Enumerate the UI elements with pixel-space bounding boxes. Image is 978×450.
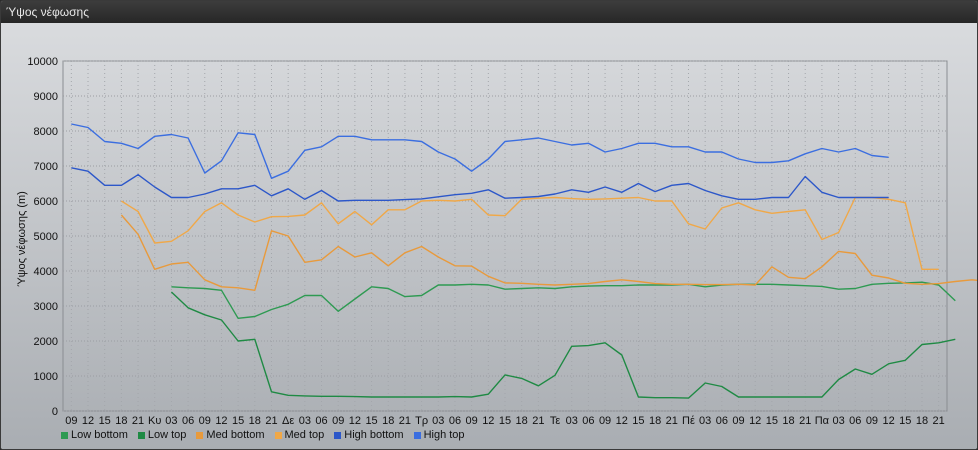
x-tick-label: 09 — [332, 415, 344, 427]
x-tick-label: 12 — [82, 415, 94, 427]
legend-swatch — [196, 431, 204, 439]
x-tick-label: 06 — [315, 415, 327, 427]
y-tick-label: 0 — [52, 406, 58, 418]
x-tick-label: 06 — [449, 415, 461, 427]
x-tick-label: 15 — [365, 415, 377, 427]
x-tick-label: 03 — [699, 415, 711, 427]
x-tick-label: 21 — [666, 415, 678, 427]
legend-swatch — [413, 431, 421, 439]
x-tick-label: Τρ — [415, 415, 428, 427]
x-tick-label: 09 — [599, 415, 611, 427]
x-tick-label: 06 — [716, 415, 728, 427]
legend-label: Low top — [147, 429, 187, 441]
series-line-low-top — [170, 291, 956, 399]
window-title: Ύψος νέφωσης — [1, 1, 977, 23]
legend-item[interactable]: Low bottom — [61, 427, 128, 443]
legend-label: High bottom — [344, 429, 404, 441]
x-tick-label: Πέ — [682, 415, 695, 427]
x-tick-label: 15 — [232, 415, 244, 427]
x-tick-label: Κυ — [148, 415, 161, 427]
x-tick-label: 21 — [399, 415, 411, 427]
y-tick-label: 7000 — [34, 161, 58, 173]
x-tick-label: 15 — [632, 415, 644, 427]
y-tick-labels: 0 1000 2000 3000 4000 5000 6000 7000 8000 9000 100… — [27, 56, 58, 418]
x-tick-label: 12 — [215, 415, 227, 427]
x-tick-label: 12 — [882, 415, 894, 427]
legend-item[interactable]: Med top — [274, 427, 325, 443]
series-line-high-top — [71, 123, 889, 180]
legend-label: High top — [423, 429, 465, 441]
x-tick-label: 06 — [849, 415, 861, 427]
x-tick-label: 18 — [649, 415, 661, 427]
x-tick-label: 03 — [432, 415, 444, 427]
x-tick-label: 03 — [832, 415, 844, 427]
y-tick-label: 5000 — [34, 231, 58, 243]
legend-swatch — [61, 431, 68, 439]
legend-item[interactable]: High top — [413, 427, 465, 443]
y-tick-label: 9000 — [34, 91, 58, 103]
x-tick-label: 21 — [265, 415, 277, 427]
x-tick-label: Τε — [550, 415, 561, 427]
x-tick-label: 03 — [299, 415, 311, 427]
x-tick-label: Δε — [282, 415, 294, 427]
x-tick-label: 18 — [249, 415, 261, 427]
x-tick-label: 12 — [616, 415, 628, 427]
legend-item[interactable]: Med bottom — [196, 427, 265, 443]
x-tick-label: 21 — [799, 415, 811, 427]
y-tick-label: 1000 — [34, 371, 58, 383]
legend-swatch — [137, 431, 145, 439]
x-tick-label: 12 — [482, 415, 494, 427]
x-tick-label: 06 — [182, 415, 194, 427]
legend-swatch — [274, 431, 282, 439]
x-tick-label: 09 — [466, 415, 478, 427]
x-tick-label: 21 — [532, 415, 544, 427]
x-tick-label: 21 — [933, 415, 945, 427]
x-tick-label: 12 — [749, 415, 761, 427]
y-tick-label: 8000 — [34, 126, 58, 138]
x-tick-label: 15 — [766, 415, 778, 427]
x-tick-label: 18 — [782, 415, 794, 427]
x-tick-label: 06 — [582, 415, 594, 427]
legend-item[interactable]: High bottom — [334, 427, 404, 443]
y-tick-label: 2000 — [34, 336, 58, 348]
series-line-med-top — [121, 196, 939, 270]
x-tick-label: 09 — [866, 415, 878, 427]
legend-item[interactable]: Low top — [137, 427, 187, 443]
x-tick-label: 15 — [499, 415, 511, 427]
x-tick-label: 03 — [165, 415, 177, 427]
legend-label: Low bottom — [71, 429, 128, 441]
x-tick-label: 09 — [65, 415, 77, 427]
y-tick-label: 4000 — [34, 266, 58, 278]
y-tick-label: 10000 — [27, 56, 58, 68]
legend-label: Med bottom — [206, 429, 265, 441]
x-tick-label: 21 — [132, 415, 144, 427]
x-tick-label: 03 — [566, 415, 578, 427]
grid — [62, 60, 948, 412]
x-tick-label: 15 — [99, 415, 111, 427]
legend-label: Med top — [284, 429, 325, 441]
series-line-med-bottom — [120, 214, 977, 291]
x-tick-label: 09 — [732, 415, 744, 427]
series-line-low-bottom — [171, 281, 956, 319]
x-tick-labels: 09 12 15 18 21 Κυ 03 06 09 12 15 18 21 Δε 03 06 09 12 15 18… — [65, 415, 945, 427]
x-tick-label: 18 — [382, 415, 394, 427]
x-tick-label: 18 — [115, 415, 127, 427]
y-tick-label: 3000 — [34, 301, 58, 313]
series-lines — [71, 123, 977, 399]
x-tick-label: 15 — [899, 415, 911, 427]
legend: Low bottom Low top Med bottom Med top High b… — [61, 427, 465, 443]
y-tick-label: 6000 — [34, 196, 58, 208]
x-tick-label: 18 — [516, 415, 528, 427]
y-axis-label: Ύψος νέφωσης (m) — [16, 191, 28, 287]
x-tick-label: 12 — [349, 415, 361, 427]
legend-swatch — [334, 431, 342, 439]
x-tick-label: Πα — [815, 415, 830, 427]
x-tick-label: 09 — [199, 415, 211, 427]
series-line-high-bottom — [71, 167, 889, 202]
x-tick-label: 18 — [916, 415, 928, 427]
